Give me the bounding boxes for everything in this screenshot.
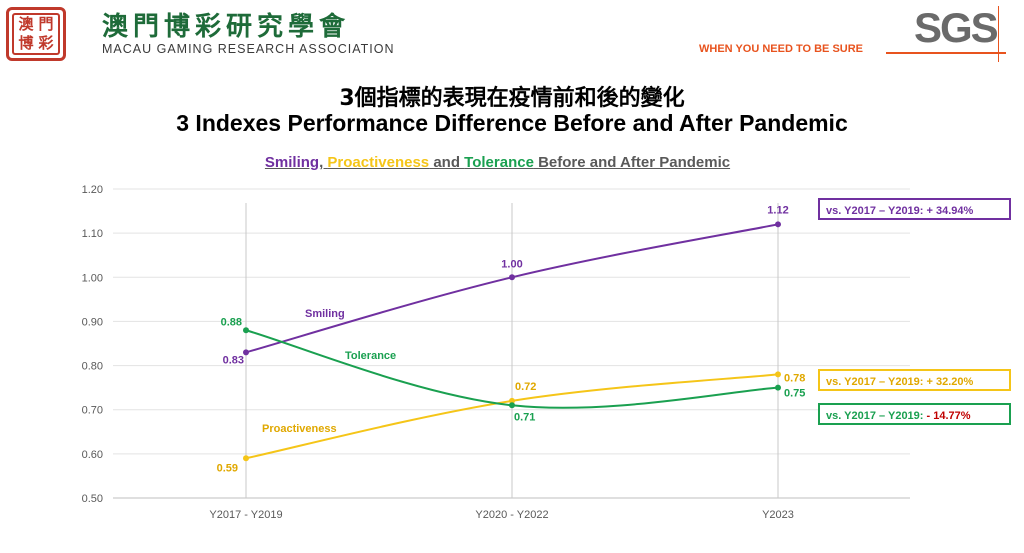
smiling-series-name: Smiling — [305, 308, 345, 320]
x-tick-label: Y2023 — [762, 509, 794, 521]
tolerance-comparison-prefix: vs. Y2017 – Y2019: — [826, 410, 927, 422]
tolerance-data-label: 0.88 — [221, 316, 242, 328]
tolerance-comparison-value: - 14.77% — [926, 410, 971, 422]
smiling-comparison-box: vs. Y2017 – Y2019: + 34.94% — [818, 198, 1011, 220]
smiling-data-label: 1.00 — [501, 258, 522, 270]
chart-title-tolerance: Tolerance — [464, 154, 534, 171]
proactiveness-data-point — [775, 371, 781, 378]
tolerance-data-point — [775, 384, 781, 391]
tolerance-series-name: Tolerance — [345, 350, 396, 362]
tolerance-data-point — [243, 327, 249, 334]
chart-title-rest: Before and After Pandemic — [533, 154, 731, 171]
proactiveness-data-point — [243, 455, 249, 462]
seal-char: 彩 — [38, 34, 54, 52]
chart-title-proactiveness: Proactiveness — [327, 154, 430, 171]
smiling-data-point — [775, 221, 781, 228]
sgs-logo-rule — [886, 52, 1006, 54]
page-title-english: 3 Indexes Performance Difference Before … — [176, 110, 848, 136]
smiling-data-point — [243, 349, 249, 356]
y-tick-label: 1.10 — [82, 228, 103, 240]
y-tick-label: 0.60 — [82, 449, 103, 461]
smiling-data-point — [509, 274, 515, 281]
page-title-chinese: 3個指標的表現在疫情前和後的變化 — [339, 86, 685, 111]
y-tick-label: 1.00 — [82, 272, 103, 284]
sgs-logo-vertical-rule — [998, 6, 999, 62]
proactiveness-data-label: 0.59 — [217, 462, 238, 474]
x-tick-label: Y2017 - Y2019 — [209, 509, 282, 521]
association-seal-logo: 澳 門 博 彩 — [6, 7, 66, 61]
proactiveness-series-name: Proactiveness — [262, 423, 337, 435]
tolerance-data-point — [509, 402, 515, 409]
seal-char: 博 — [18, 34, 34, 52]
org-name-chinese: 澳門博彩研究學會 — [102, 12, 351, 42]
y-tick-label: 1.20 — [82, 184, 103, 196]
sgs-logo: SGS — [914, 4, 999, 51]
org-name-english: MACAU GAMING RESEARCH ASSOCIATION — [102, 42, 395, 56]
tolerance-comparison-box: vs. Y2017 – Y2019: - 14.77% — [818, 403, 1011, 425]
proactiveness-data-point — [509, 397, 515, 404]
y-tick-label: 0.50 — [82, 493, 103, 505]
smiling-data-label: 1.12 — [767, 204, 788, 216]
y-tick-label: 0.90 — [82, 316, 103, 328]
seal-char: 澳 — [18, 15, 34, 33]
tolerance-data-label: 0.71 — [514, 411, 535, 423]
tolerance-data-label: 0.75 — [784, 388, 805, 400]
proactiveness-comparison-box: vs. Y2017 – Y2019: + 32.20% — [818, 369, 1011, 391]
seal-char: 門 — [38, 15, 54, 33]
sgs-tagline: WHEN YOU NEED TO BE SURE — [699, 43, 864, 55]
chart-title-and: and — [429, 154, 465, 171]
proactiveness-data-label: 0.78 — [784, 372, 805, 384]
chart-title: Smiling, Proactiveness and Tolerance Bef… — [0, 154, 995, 171]
x-tick-label: Y2020 - Y2022 — [475, 509, 548, 521]
smiling-data-label: 0.83 — [223, 354, 244, 366]
chart-title-comma: , — [319, 154, 328, 171]
chart-title-smiling: Smiling — [264, 154, 320, 171]
y-tick-label: 0.70 — [82, 405, 103, 417]
y-tick-label: 0.80 — [82, 361, 103, 373]
proactiveness-data-label: 0.72 — [515, 381, 536, 393]
